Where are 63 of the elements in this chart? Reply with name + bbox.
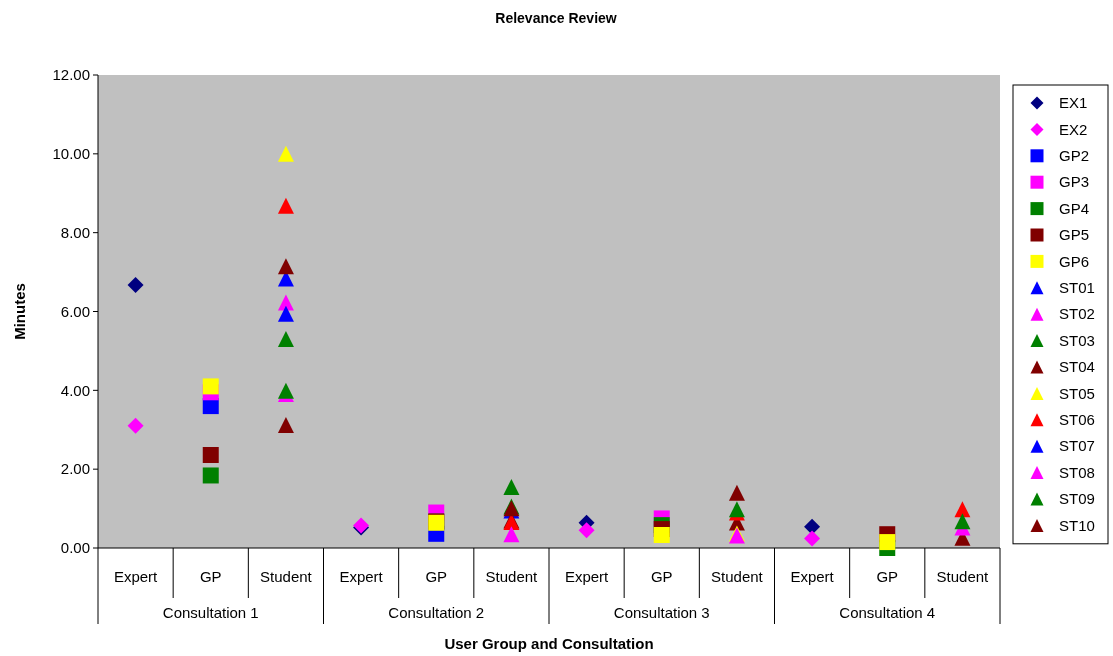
y-tick-label: 6.00 — [60, 302, 90, 320]
x-tick-label: Student — [260, 568, 313, 585]
point — [277, 305, 294, 322]
x-tick-label: GP — [425, 568, 448, 585]
legend-label: ST05 — [1059, 384, 1095, 402]
point — [127, 417, 144, 434]
point — [202, 446, 219, 463]
legend-label: GP4 — [1059, 199, 1090, 217]
legend-label: ST04 — [1059, 358, 1095, 376]
legend-label: ST01 — [1059, 279, 1095, 297]
text: Consultation 1 — [162, 604, 259, 621]
y-tick-label: 4.00 — [60, 381, 90, 399]
point — [728, 484, 745, 501]
x-tick-label: GP — [876, 568, 899, 585]
point — [277, 331, 294, 348]
legend-label: EX2 — [1059, 120, 1088, 138]
y-tick-label: 12.00 — [52, 66, 90, 84]
point — [277, 197, 294, 214]
x-tick-label: Expert — [113, 568, 159, 585]
legend-label: ST03 — [1059, 331, 1095, 349]
text: Consultation 2 — [388, 604, 485, 621]
x-tick-label: Expert — [790, 568, 835, 585]
x-tick-label: GP — [650, 568, 673, 585]
x-tick-label: Student — [485, 568, 539, 585]
point — [804, 518, 821, 535]
point — [277, 417, 294, 434]
point — [202, 378, 219, 395]
y-axis-title: Minutes — [11, 283, 28, 340]
y-tick-label: 10.00 — [52, 145, 90, 163]
point — [879, 534, 896, 551]
legend-label: ST02 — [1059, 305, 1095, 323]
point — [127, 277, 144, 294]
legend-label: EX1 — [1059, 94, 1088, 112]
x-axis-title: User Group and Consultation — [444, 635, 654, 652]
y-tick-label: 8.00 — [60, 223, 90, 241]
x-tick-label: Student — [936, 568, 990, 585]
legend-label: GP2 — [1059, 147, 1090, 165]
x-tick-label: Expert — [339, 568, 384, 585]
point — [503, 526, 520, 543]
x-tick-label: Expert — [564, 568, 610, 585]
point — [277, 145, 294, 162]
legend-label: ST10 — [1059, 516, 1095, 534]
legend-label: ST06 — [1059, 411, 1095, 429]
point — [954, 513, 971, 530]
point — [804, 530, 821, 547]
y-tick-label: 0.00 — [60, 539, 90, 557]
text: Consultation 4 — [839, 604, 936, 621]
point — [653, 526, 670, 543]
point — [277, 258, 294, 275]
y-tick-label: 2.00 — [60, 460, 90, 478]
chart-title: Relevance Review — [495, 10, 617, 26]
text: Consultation 3 — [613, 604, 710, 621]
legend-label: ST07 — [1059, 437, 1095, 455]
legend-label: ST08 — [1059, 463, 1095, 481]
x-tick-label: GP — [199, 568, 222, 585]
x-tick-label: Student — [711, 568, 764, 585]
legend-label: GP6 — [1059, 252, 1090, 270]
legend-label: GP3 — [1059, 173, 1090, 191]
legend-label: ST09 — [1059, 490, 1095, 508]
point — [578, 522, 595, 539]
legend-label: GP5 — [1059, 226, 1090, 244]
point — [202, 467, 219, 484]
point — [503, 478, 520, 495]
